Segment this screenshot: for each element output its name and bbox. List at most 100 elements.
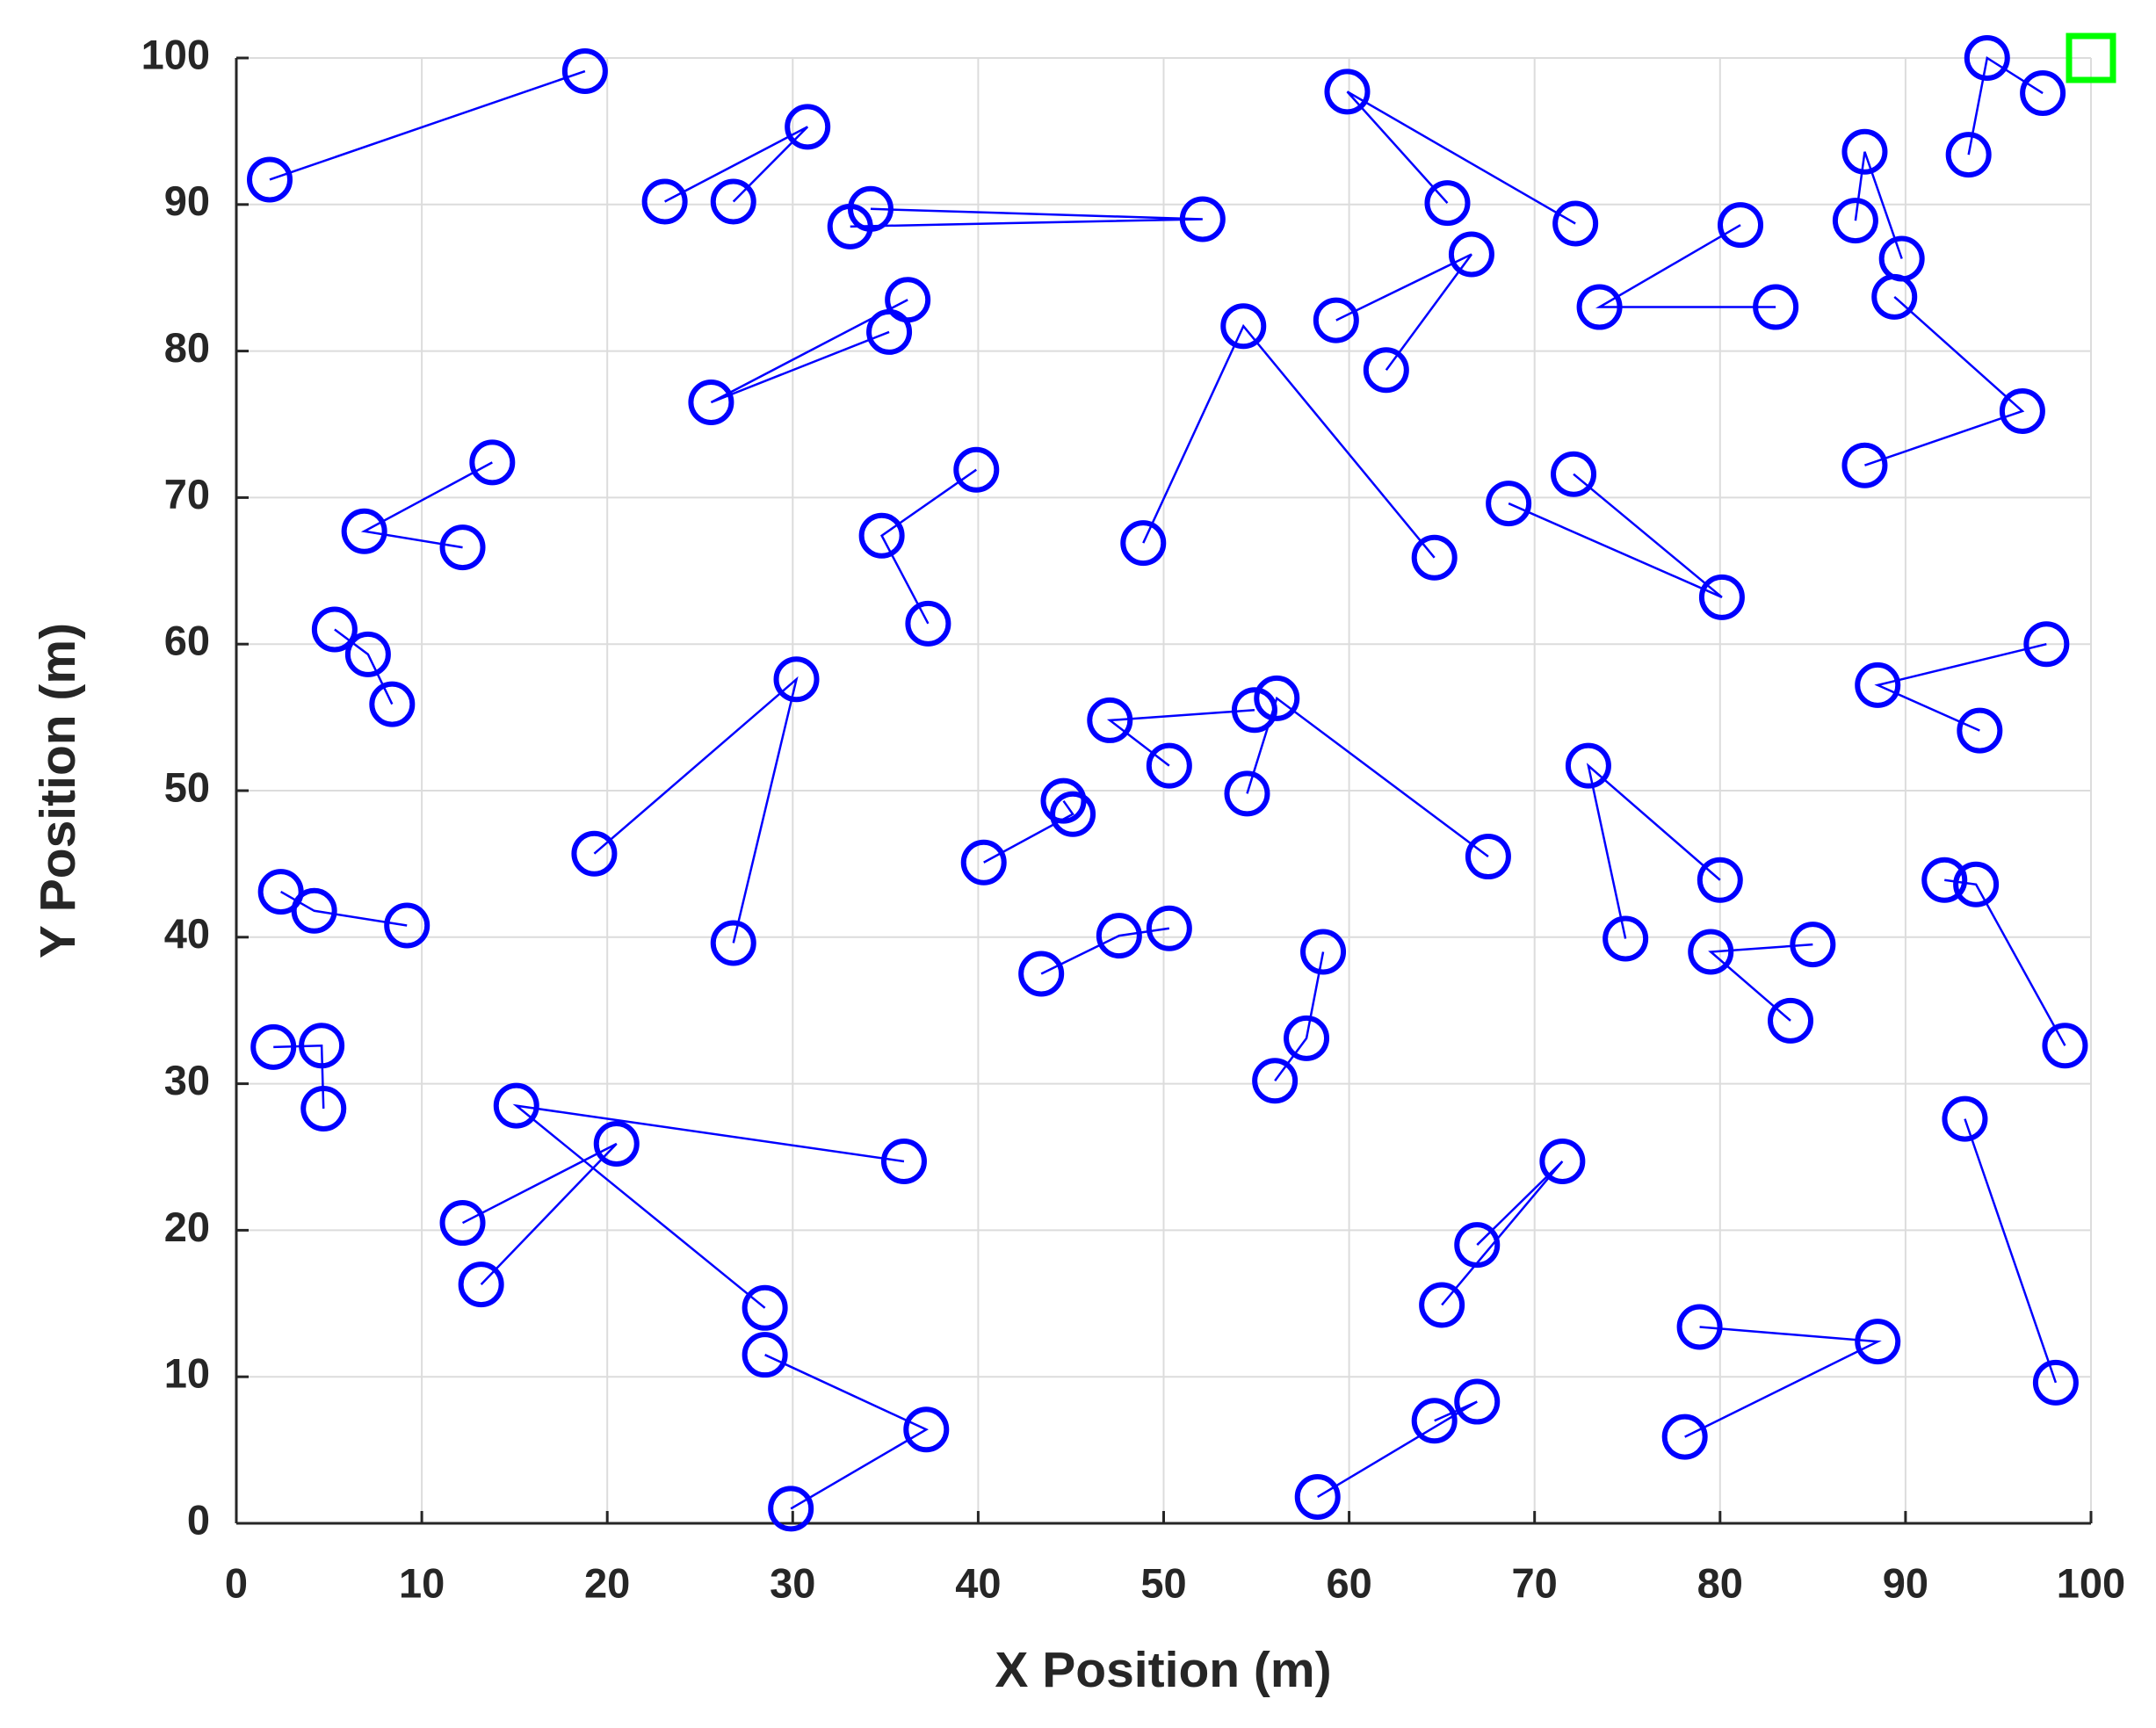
node (341, 508, 387, 554)
node (903, 1406, 950, 1453)
x-tick-label: 0 (225, 1559, 248, 1606)
node (960, 839, 1007, 886)
x-tick-label: 90 (1883, 1559, 1928, 1606)
link-line (880, 468, 978, 625)
node (458, 1262, 504, 1308)
node (710, 920, 756, 966)
node (858, 512, 905, 559)
node (688, 379, 734, 425)
node (1718, 202, 1764, 249)
node (1050, 791, 1096, 837)
node (1661, 1413, 1708, 1460)
node (1676, 1304, 1723, 1350)
x-tick-label: 30 (770, 1559, 815, 1606)
y-tick-label: 100 (141, 31, 210, 77)
node (1753, 284, 1799, 330)
node (1454, 1222, 1501, 1269)
node (493, 1082, 539, 1129)
link-line (280, 891, 408, 927)
link-line (512, 1103, 905, 1309)
node (880, 1139, 927, 1185)
node (1603, 915, 1649, 962)
link-line (1246, 696, 1489, 858)
link-line (850, 207, 1203, 228)
node (384, 902, 430, 949)
node (1565, 742, 1611, 789)
link-line (1854, 151, 1903, 259)
node (1841, 128, 1888, 175)
node (1698, 574, 1745, 620)
node (2042, 1023, 2088, 1069)
node (311, 606, 358, 653)
link-line (710, 299, 908, 404)
node (369, 681, 416, 727)
x-tick-label: 60 (1326, 1559, 1371, 1606)
x-tick-label: 20 (584, 1559, 630, 1606)
link-line (1864, 295, 2025, 466)
node (1953, 861, 2000, 907)
link-line (1040, 927, 1170, 975)
node (1224, 770, 1270, 817)
x-tick-label: 40 (955, 1559, 1001, 1606)
node (1146, 742, 1192, 789)
link-line (1317, 1400, 1478, 1499)
node (1040, 777, 1087, 824)
x-axis-label: X Position (m) (995, 1642, 1331, 1698)
node (1768, 997, 1814, 1044)
y-tick-label: 30 (164, 1057, 210, 1103)
node (299, 1023, 345, 1069)
node (847, 185, 894, 232)
node (300, 1085, 347, 1132)
node (1465, 834, 1511, 880)
link-line (1335, 253, 1472, 372)
x-tick-label: 50 (1140, 1559, 1186, 1606)
x-tick-label: 10 (399, 1559, 445, 1606)
node (1411, 1398, 1458, 1444)
node (1688, 929, 1734, 975)
node (1363, 347, 1409, 394)
x-tick-label: 80 (1697, 1559, 1743, 1606)
node (2023, 621, 2070, 668)
node (1942, 1095, 1988, 1142)
y-tick-label: 70 (164, 471, 210, 517)
node (1841, 442, 1888, 488)
node (257, 869, 304, 915)
node (1454, 1378, 1501, 1425)
link-line (764, 1354, 929, 1510)
node (561, 48, 608, 95)
x-tick-label: 100 (2057, 1559, 2125, 1606)
node (785, 104, 831, 150)
y-tick-label: 40 (164, 910, 210, 957)
link-line (360, 461, 493, 549)
node (1697, 857, 1743, 903)
node (291, 887, 337, 934)
link-line (1708, 943, 1813, 1022)
node (768, 1486, 814, 1532)
node (1313, 297, 1359, 343)
node (1254, 675, 1300, 721)
link-line (983, 799, 1074, 864)
node (1832, 198, 1878, 244)
y-tick-label: 10 (164, 1350, 210, 1397)
link-line (1441, 1160, 1564, 1306)
node (1964, 35, 2010, 81)
y-tick-label: 50 (164, 763, 210, 810)
node (1419, 1282, 1465, 1328)
node (885, 277, 931, 323)
node (1855, 1319, 1901, 1365)
node (1087, 697, 1133, 743)
base-station (2066, 33, 2116, 83)
node (1999, 387, 2045, 434)
node (439, 1200, 486, 1247)
x-tick-label: 70 (1512, 1559, 1558, 1606)
node (1146, 905, 1192, 951)
node (1871, 273, 1918, 320)
link-line (1106, 709, 1255, 767)
node (469, 439, 516, 486)
node (1284, 1015, 1330, 1061)
node (1539, 1139, 1586, 1185)
node (1945, 132, 1992, 178)
node (773, 656, 820, 703)
node (1300, 929, 1347, 975)
node (250, 1023, 297, 1070)
